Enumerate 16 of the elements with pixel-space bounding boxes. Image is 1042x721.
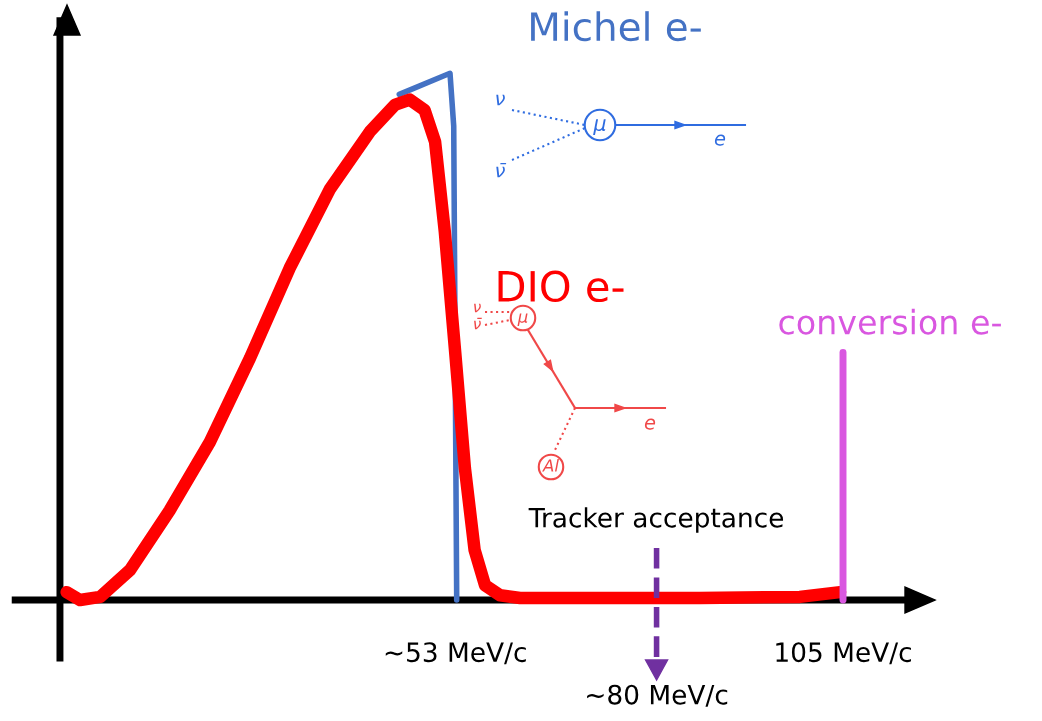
x-tick-label: ~53 MeV/c bbox=[385, 642, 526, 665]
annotation: ν̄ bbox=[474, 317, 482, 330]
annotation: e bbox=[644, 418, 656, 430]
ref-line-label: ~80 MeV/c bbox=[587, 684, 728, 707]
annotation: Al bbox=[542, 458, 559, 472]
series-label: conversion e- bbox=[779, 308, 1001, 335]
annotation: μ bbox=[593, 119, 606, 136]
series-label: DIO e- bbox=[498, 270, 624, 303]
text: Michel e- bbox=[531, 11, 701, 42]
annotation: e bbox=[714, 134, 726, 146]
x-tick-label: 105 MeV/c bbox=[776, 642, 911, 665]
annotation: μ bbox=[517, 313, 528, 327]
annotation: Tracker acceptance bbox=[528, 507, 784, 533]
annotation: ν̄ bbox=[496, 162, 507, 178]
annotation: ν bbox=[474, 303, 481, 313]
annotation: ν bbox=[496, 94, 505, 106]
